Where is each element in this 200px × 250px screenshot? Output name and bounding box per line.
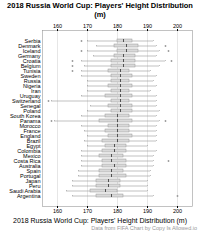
svg-text:Uruguay: Uruguay xyxy=(19,92,41,99)
svg-text:Morocco: Morocco xyxy=(19,122,41,129)
svg-text:South Korea: South Korea xyxy=(9,112,41,119)
svg-text:200: 200 xyxy=(173,23,182,29)
svg-text:France: France xyxy=(23,127,41,134)
svg-text:160: 160 xyxy=(53,208,62,214)
svg-text:170: 170 xyxy=(83,208,92,214)
svg-text:Iran: Iran xyxy=(31,87,41,94)
svg-text:Australia: Australia xyxy=(19,162,41,169)
svg-text:Japan: Japan xyxy=(25,177,41,184)
svg-text:160: 160 xyxy=(53,23,62,29)
svg-text:Poland: Poland xyxy=(23,107,41,114)
svg-text:Colombia: Colombia xyxy=(17,147,41,154)
svg-text:Brazil: Brazil xyxy=(26,137,41,144)
svg-text:Peru: Peru xyxy=(28,182,41,189)
svg-text:Denmark: Denmark xyxy=(18,42,41,49)
svg-text:Costa Rica: Costa Rica xyxy=(13,157,41,164)
svg-text:180: 180 xyxy=(113,208,122,214)
svg-text:180: 180 xyxy=(113,23,122,29)
svg-text:Switzerland: Switzerland xyxy=(12,97,41,104)
svg-text:Saudi Arabia: Saudi Arabia xyxy=(9,187,41,194)
svg-text:Senegal: Senegal xyxy=(20,102,41,109)
svg-text:170: 170 xyxy=(83,23,92,29)
svg-text:200: 200 xyxy=(173,208,182,214)
svg-text:Iceland: Iceland xyxy=(22,47,41,54)
svg-text:Nigeria: Nigeria xyxy=(23,82,41,89)
html-text:2018 Russia World Cup: Players: 2018 Russia World Cup: Players' Height D… xyxy=(7,1,193,19)
svg-text:Egypt: Egypt xyxy=(26,142,41,149)
svg-text:Croatia: Croatia xyxy=(22,57,41,64)
svg-text:Belgium: Belgium xyxy=(20,62,41,69)
svg-text:Panama: Panama xyxy=(20,117,41,124)
svg-text:190: 190 xyxy=(143,208,152,214)
svg-text:Tunisia: Tunisia xyxy=(23,67,41,74)
svg-text:Portugal: Portugal xyxy=(20,172,41,179)
svg-text:190: 190 xyxy=(143,23,152,29)
svg-text:Mexico: Mexico xyxy=(23,152,41,159)
svg-text:Spain: Spain xyxy=(26,167,41,174)
svg-text:Russia: Russia xyxy=(23,77,41,84)
svg-text:England: England xyxy=(20,132,41,139)
svg-text:Serbia: Serbia xyxy=(24,37,41,44)
svg-text:Argentina: Argentina xyxy=(17,193,41,199)
svg-text:Sweden: Sweden xyxy=(20,72,41,79)
svg-text:Germany: Germany xyxy=(17,52,41,59)
html-text:Data from FIFA Chart by Copy I: Data from FIFA Chart by Copy Is Allowed.… xyxy=(91,225,197,231)
html-text:2018 Russia World Cup: Players: 2018 Russia World Cup: Players' Height D… xyxy=(13,217,187,224)
